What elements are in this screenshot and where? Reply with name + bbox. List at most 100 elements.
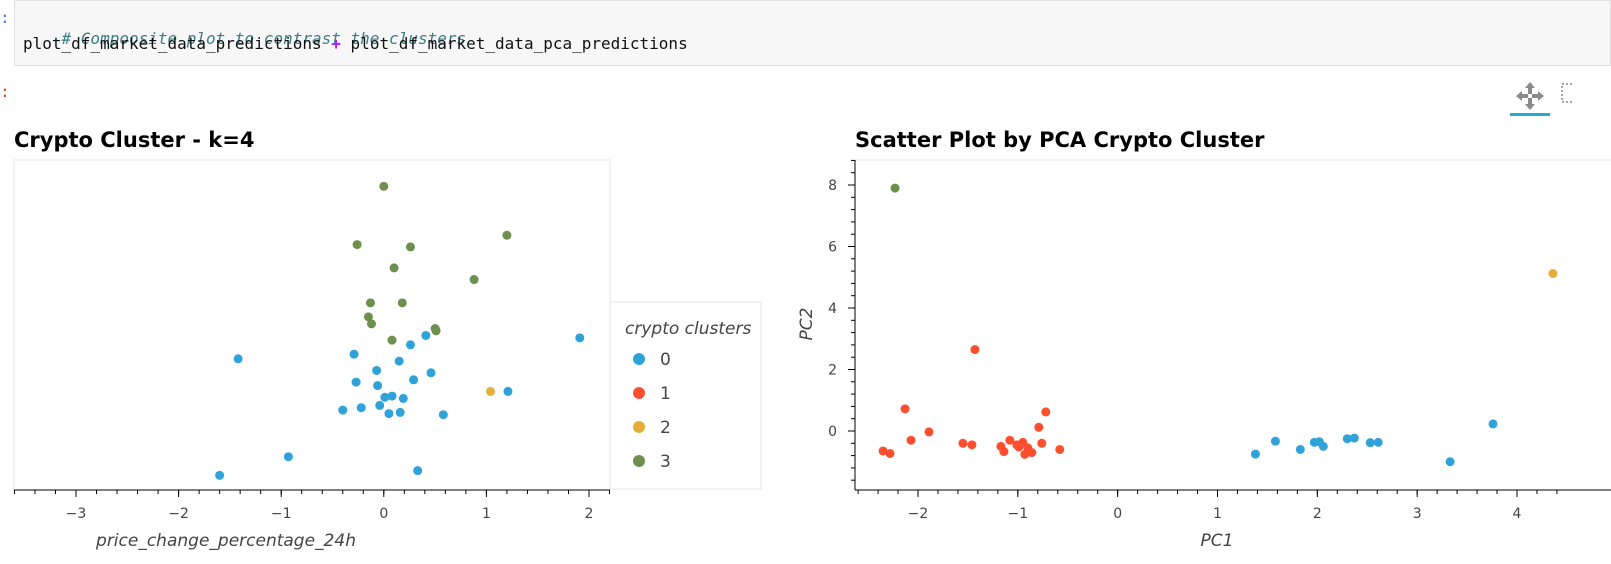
data-point-cluster-0 bbox=[395, 407, 405, 417]
data-point-cluster-1 bbox=[900, 404, 910, 414]
x-tick-label: 2 bbox=[1313, 506, 1322, 522]
data-point-cluster-0 bbox=[380, 392, 390, 402]
code-line-expression: plot_df_market_data_predictions + plot_d… bbox=[23, 34, 688, 53]
data-point-cluster-3 bbox=[397, 298, 407, 308]
data-point-cluster-1 bbox=[924, 427, 934, 437]
data-point-cluster-0 bbox=[1365, 438, 1375, 448]
legend-marker-0 bbox=[633, 353, 645, 365]
legend-label-1: 1 bbox=[660, 384, 671, 404]
x-tick-label: −1 bbox=[1008, 506, 1029, 522]
data-point-cluster-0 bbox=[233, 354, 243, 364]
data-point-cluster-0 bbox=[421, 330, 431, 340]
legend: crypto clusters 0 1 2 3 bbox=[609, 301, 762, 490]
code-comment: # Compoosite plot to contrast the cluste… bbox=[61, 29, 467, 48]
x-axis-label: PC1 bbox=[1201, 531, 1234, 551]
data-point-cluster-0 bbox=[1445, 457, 1455, 467]
data-point-cluster-0 bbox=[356, 403, 366, 413]
data-point-cluster-0 bbox=[1270, 436, 1280, 446]
data-point-cluster-1 bbox=[1037, 438, 1047, 448]
data-point-cluster-0 bbox=[503, 386, 513, 396]
y-tick-label: 2 bbox=[828, 363, 837, 379]
data-point-cluster-3 bbox=[366, 319, 376, 329]
pca-scatter-chart: Scatter Plot by PCA Crypto Cluster −2 −1 0 1… bbox=[797, 128, 1611, 551]
x-tick-label: 2 bbox=[585, 506, 594, 522]
x-tick-label: 1 bbox=[482, 506, 491, 522]
x-axis-label: price_change_percentage_24h bbox=[95, 531, 356, 551]
y-tick-label: 8 bbox=[828, 178, 837, 194]
y-tick-label: 6 bbox=[828, 240, 837, 256]
data-point-cluster-1 bbox=[878, 446, 888, 456]
data-point-cluster-0 bbox=[1318, 441, 1328, 451]
data-point-cluster-1 bbox=[958, 438, 968, 448]
x-tick-label: 0 bbox=[1113, 506, 1122, 522]
data-point-cluster-0 bbox=[413, 466, 423, 476]
legend-marker-2 bbox=[633, 421, 645, 433]
data-point-cluster-0 bbox=[351, 377, 361, 387]
data-point-cluster-1 bbox=[885, 448, 895, 458]
data-point-cluster-0 bbox=[372, 365, 382, 375]
data-point-cluster-3 bbox=[365, 298, 375, 308]
data-point-cluster-0 bbox=[1349, 433, 1359, 443]
data-point-cluster-3 bbox=[352, 240, 362, 250]
data-point-cluster-0 bbox=[426, 368, 436, 378]
data-point-cluster-1 bbox=[1005, 435, 1015, 445]
move-arrows-icon bbox=[1516, 82, 1544, 110]
pan-tool-button[interactable] bbox=[1510, 80, 1550, 116]
data-point-cluster-0 bbox=[1342, 434, 1352, 444]
data-point-cluster-0 bbox=[1488, 419, 1498, 429]
data-point-cluster-3 bbox=[405, 242, 415, 252]
data-point-cluster-3 bbox=[389, 263, 399, 273]
data-point-cluster-0 bbox=[575, 333, 585, 343]
data-point-cluster-0 bbox=[438, 410, 448, 420]
code-operator: + bbox=[331, 34, 341, 53]
x-tick-label: −2 bbox=[908, 506, 929, 522]
x-tick-label: −1 bbox=[271, 506, 292, 522]
x-tick-label: 0 bbox=[379, 506, 388, 522]
legend-label-2: 2 bbox=[660, 418, 671, 438]
data-point-cluster-3 bbox=[363, 312, 373, 322]
data-point-cluster-1 bbox=[1027, 448, 1037, 458]
data-point-cluster-3 bbox=[387, 335, 397, 345]
legend-marker-3 bbox=[633, 455, 645, 467]
code-cell[interactable]: # Compoosite plot to contrast the cluste… bbox=[14, 0, 1611, 66]
y-axis-label: PC2 bbox=[797, 308, 817, 341]
legend-label-3: 3 bbox=[660, 452, 671, 472]
data-point-cluster-0 bbox=[373, 381, 383, 391]
legend-marker-1 bbox=[633, 387, 645, 399]
cluster-scatter-chart: Crypto Cluster - k=4 −3 −2 −1 0 1 2 price_chang… bbox=[13, 128, 762, 551]
data-point-cluster-1 bbox=[999, 447, 1009, 457]
data-point-cluster-0 bbox=[1373, 437, 1383, 447]
data-point-cluster-1 bbox=[1034, 422, 1044, 432]
x-tick-label: 1 bbox=[1213, 506, 1222, 522]
data-point-cluster-3 bbox=[379, 181, 389, 191]
x-tick-label: −3 bbox=[66, 506, 87, 522]
data-point-cluster-2 bbox=[1548, 269, 1558, 279]
input-prompt-marker: : bbox=[0, 8, 10, 27]
chart-title: Crypto Cluster - k=4 bbox=[14, 128, 254, 152]
code-right-operand: plot_df_market_data_pca_predictions bbox=[350, 34, 688, 53]
data-point-cluster-1 bbox=[967, 440, 977, 450]
data-point-cluster-3 bbox=[890, 183, 900, 193]
plot-frame bbox=[13, 159, 611, 491]
data-point-cluster-1 bbox=[1041, 407, 1051, 417]
data-point-cluster-2 bbox=[486, 386, 496, 396]
output-prompt-marker: : bbox=[0, 82, 10, 101]
data-point-cluster-0 bbox=[398, 393, 408, 403]
x-tick-label: 4 bbox=[1513, 506, 1522, 522]
data-point-cluster-0 bbox=[409, 375, 419, 385]
legend-label-0: 0 bbox=[660, 350, 671, 370]
code-line-comment: # Compoosite plot to contrast the cluste… bbox=[23, 10, 467, 67]
data-point-cluster-0 bbox=[215, 470, 225, 480]
data-point-cluster-3 bbox=[502, 230, 512, 240]
legend-title: crypto clusters bbox=[625, 319, 751, 339]
data-point-cluster-0 bbox=[1250, 449, 1260, 459]
data-point-cluster-0 bbox=[394, 356, 404, 366]
data-point-cluster-0 bbox=[405, 340, 415, 350]
data-point-cluster-3 bbox=[469, 275, 479, 285]
data-point-cluster-0 bbox=[1295, 444, 1305, 454]
data-point-cluster-3 bbox=[431, 326, 441, 336]
data-point-cluster-1 bbox=[970, 345, 980, 355]
data-point-cluster-0 bbox=[349, 349, 359, 359]
data-point-cluster-0 bbox=[338, 405, 348, 415]
